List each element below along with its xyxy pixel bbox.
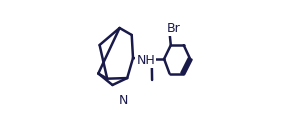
Text: Br: Br [166,22,180,35]
Text: N: N [119,94,128,107]
Text: NH: NH [136,54,155,67]
